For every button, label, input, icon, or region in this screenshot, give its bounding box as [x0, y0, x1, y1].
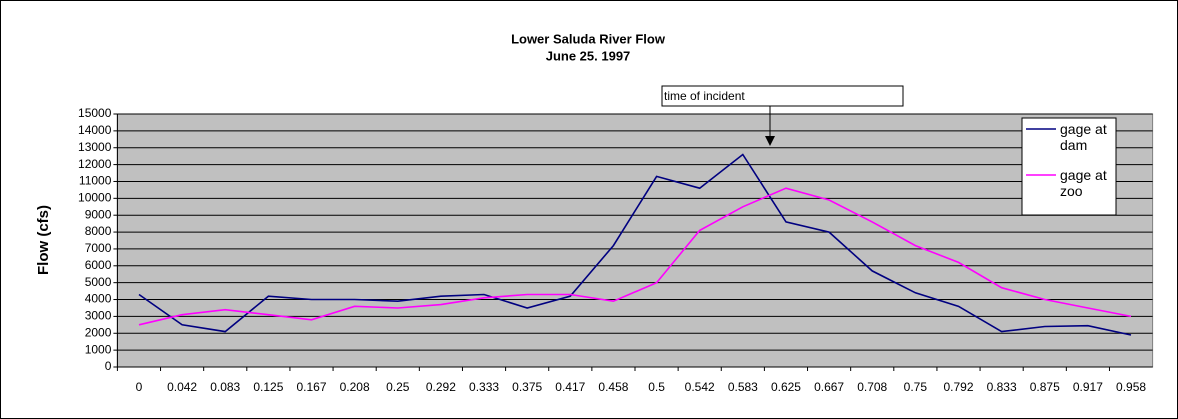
- x-tick-label: 0.167: [296, 380, 326, 394]
- y-tick-label: 1000: [85, 342, 112, 356]
- x-tick-label: 0.583: [728, 380, 758, 394]
- y-tick-label: 11000: [79, 174, 112, 188]
- legend-entry: gage at dam: [1060, 121, 1107, 153]
- x-tick-label: 0.083: [210, 380, 240, 394]
- x-tick-label: 0.75: [904, 380, 928, 394]
- x-tick-label: 0.792: [943, 380, 973, 394]
- legend-label: gage at zoo: [1060, 167, 1107, 199]
- x-tick-label: 0.917: [1073, 380, 1103, 394]
- y-tick-label: 13000: [78, 140, 112, 154]
- y-axis-label: Flow (cfs): [35, 205, 52, 275]
- x-tick-label: 0.833: [987, 380, 1017, 394]
- x-tick-label: 0.208: [340, 380, 370, 394]
- y-tick-label: 3000: [85, 309, 112, 323]
- y-tick-label: 12000: [78, 157, 112, 171]
- series-line: [138, 153, 1132, 336]
- x-tick-label: 0.333: [469, 380, 499, 394]
- y-tick-label: 7000: [85, 241, 112, 255]
- x-tick-label: 0.375: [512, 380, 542, 394]
- y-tick-label: 2000: [85, 325, 112, 339]
- plot-area: [116, 113, 1154, 368]
- y-tick-label: 9000: [85, 207, 112, 221]
- annotation-text: time of incident: [664, 89, 745, 103]
- y-tick-label: 8000: [85, 224, 112, 238]
- x-tick-label: 0.458: [598, 380, 628, 394]
- y-tick-label: 0: [105, 359, 112, 373]
- y-tick-label: 14000: [78, 123, 112, 137]
- chart-subtitle: June 25. 1997: [546, 48, 631, 63]
- chart-title: Lower Saluda River Flow: [511, 31, 666, 46]
- legend-label: gage at dam: [1060, 121, 1107, 153]
- y-tick-label: 15000: [78, 106, 112, 120]
- x-tick-label: 0.042: [167, 380, 197, 394]
- x-tick-label: 0.667: [814, 380, 844, 394]
- x-tick-label: 0.958: [1116, 380, 1146, 394]
- x-tick-label: 0.25: [386, 380, 410, 394]
- y-tick-label: 6000: [85, 258, 112, 272]
- x-tick-label: 0: [136, 380, 143, 394]
- annotation-box: [661, 85, 904, 107]
- x-tick-label: 0.625: [771, 380, 801, 394]
- annotation-arrowhead: [765, 136, 775, 146]
- x-tick-label: 0.417: [555, 380, 585, 394]
- x-tick-label: 0.542: [685, 380, 715, 394]
- x-tick-label: 0.875: [1030, 380, 1060, 394]
- x-tick-label: 0.5: [648, 380, 665, 394]
- x-tick-label: 0.125: [253, 380, 283, 394]
- y-tick-label: 10000: [78, 191, 112, 205]
- legend-entry: gage at zoo: [1060, 167, 1107, 199]
- x-tick-label: 0.292: [426, 380, 456, 394]
- y-tick-label: 5000: [85, 275, 112, 289]
- legend-box: [1021, 117, 1117, 216]
- y-tick-label: 4000: [85, 292, 112, 306]
- series-line: [138, 187, 1132, 326]
- x-tick-label: 0.708: [857, 380, 887, 394]
